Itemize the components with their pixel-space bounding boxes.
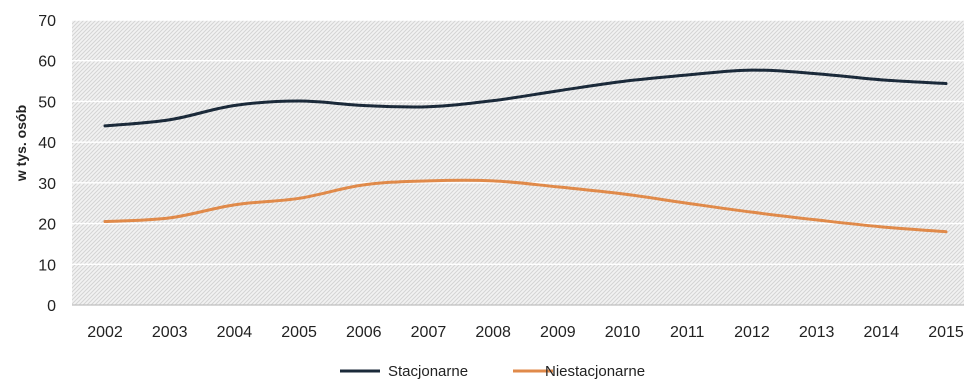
plot-area-background xyxy=(72,20,964,305)
y-tick-label: 20 xyxy=(38,217,56,234)
x-tick-label: 2006 xyxy=(346,324,382,341)
x-tick-label: 2009 xyxy=(540,324,576,341)
y-tick-label: 30 xyxy=(38,176,56,193)
series-lines xyxy=(103,68,948,234)
series-line-2 xyxy=(103,178,948,234)
x-tick-label: 2007 xyxy=(411,324,447,341)
x-tick-label: 2003 xyxy=(152,324,188,341)
x-tick-label: 2004 xyxy=(217,324,253,341)
y-tick-label: 0 xyxy=(47,298,56,315)
y-tick-labels: 0 10 20 30 40 50 60 70 xyxy=(38,13,56,315)
y-tick-label: 40 xyxy=(38,135,56,152)
x-tick-label: 2013 xyxy=(799,324,835,341)
y-tick-label: 60 xyxy=(38,54,56,71)
x-tick-label: 2015 xyxy=(928,324,964,341)
x-tick-label: 2002 xyxy=(87,324,123,341)
x-tick-label: 2010 xyxy=(605,324,641,341)
x-tick-labels: 2002 2003 2004 2005 2006 2007 2008 2009 2010 2011… xyxy=(87,324,964,341)
x-tick-label: 2005 xyxy=(281,324,317,341)
x-tick-label: 2008 xyxy=(475,324,511,341)
series-line-1 xyxy=(103,68,948,128)
legend-label: Stacjonarne xyxy=(388,363,468,380)
legend: Stacjonarne Niestacjonarne xyxy=(340,363,645,380)
y-tick-label: 10 xyxy=(38,257,56,274)
legend-label: Niestacjonarne xyxy=(545,363,645,380)
x-tick-label: 2014 xyxy=(864,324,900,341)
y-tick-label: 70 xyxy=(38,13,56,30)
x-tick-label: 2012 xyxy=(734,324,770,341)
x-tick-label: 2011 xyxy=(670,324,705,341)
y-tick-label: 50 xyxy=(38,94,56,111)
y-axis-label: w tys. osób xyxy=(13,105,29,182)
gridlines xyxy=(72,19,964,306)
